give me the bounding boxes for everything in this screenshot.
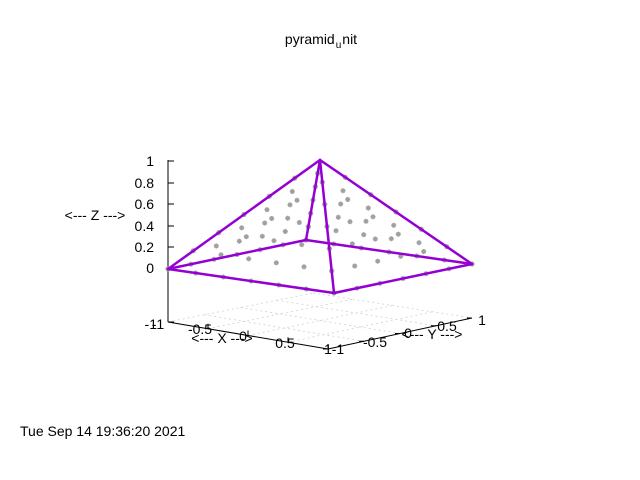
pyramid-edge-AF <box>318 158 336 295</box>
x-tick-label-3: 0 <box>239 328 247 344</box>
pyramid-edge-FR <box>332 262 474 295</box>
surface-point-73 <box>388 236 394 242</box>
z-axis <box>167 160 174 323</box>
z-tick-label-0: 0 <box>146 260 154 276</box>
surface-point-46 <box>375 258 381 264</box>
surface-point-91 <box>213 243 219 249</box>
z-tick-label-0-6: 0.6 <box>135 196 155 212</box>
timestamp: Tue Sep 14 19:36:20 2021 <box>20 423 186 439</box>
y-tick-label-1: -1 <box>332 341 345 357</box>
surface-point-68 <box>363 218 369 224</box>
pyramid-edges <box>166 158 474 295</box>
x-tick-label-2: -0.5 <box>188 321 212 337</box>
pyramid-edge-AL <box>166 158 322 271</box>
surface-point-94 <box>287 202 293 208</box>
floor-grid <box>167 292 473 350</box>
surface-point-96 <box>236 238 242 244</box>
surface-point-35 <box>370 214 376 220</box>
surface-point-63 <box>335 214 341 220</box>
y-tick-label-3: 0 <box>404 325 412 341</box>
surface-point-15 <box>273 260 279 266</box>
surface-point-103 <box>282 229 288 234</box>
surface-point-13 <box>269 216 275 221</box>
pyramid-edge-LF <box>166 267 336 295</box>
surface-point-90 <box>239 225 245 231</box>
x-axis-label: <--- X ---> <box>191 330 252 346</box>
surface-point-89 <box>264 207 270 213</box>
y-tick-label-5: 1 <box>478 312 486 328</box>
surface-point-72 <box>391 222 397 228</box>
z-tick-label-0-2: 0.2 <box>135 239 155 255</box>
surface-point-67 <box>365 205 371 211</box>
surface-point-36 <box>395 231 401 237</box>
surface-point-62 <box>338 201 344 207</box>
surface-point-19 <box>246 256 252 262</box>
y-tick-label-4: 0.5 <box>437 318 457 334</box>
pyramid-edge-BL <box>166 238 308 271</box>
x-tick-label-4: 0.5 <box>275 335 295 351</box>
x-tick-label-5: 1 <box>324 341 332 357</box>
chart-title: pyramidunit <box>285 31 357 51</box>
z-tick-label-0-4: 0.4 <box>135 218 155 234</box>
surface-point-34 <box>345 197 351 202</box>
z-tick-label-1: 1 <box>146 153 154 169</box>
z-tick-label-min: -1 <box>145 316 158 332</box>
surface-point-61 <box>340 188 346 194</box>
y-axis-label: <--- Y ---> <box>402 326 463 342</box>
surface-point-99 <box>285 215 291 221</box>
surface-point-88 <box>289 189 295 194</box>
floor-grid-line-v-2 <box>240 307 401 334</box>
surface-point-18 <box>243 234 249 240</box>
surface-point-10 <box>301 264 307 270</box>
floor-grid-line-v-4 <box>312 292 473 319</box>
surface-point-22 <box>218 252 224 258</box>
surface-point-8 <box>296 220 302 225</box>
x-tick-label-1: -1 <box>152 316 165 332</box>
pyramid-edge-AB <box>304 158 322 242</box>
z-tick-label-0-8: 0.8 <box>135 175 155 191</box>
surface-point-7 <box>294 197 300 203</box>
y-tick-label-2: -0.5 <box>363 334 387 350</box>
surface-point-37 <box>421 249 427 254</box>
surface-point-40 <box>347 219 353 225</box>
surface-point-41 <box>372 236 378 242</box>
surface-point-100 <box>259 233 265 239</box>
surface-point-49 <box>352 263 358 269</box>
floor-grid-line-v-3 <box>276 299 437 327</box>
pyramid-edge-RB <box>304 238 474 266</box>
surface-point-69 <box>361 232 367 238</box>
surface-point-64 <box>333 228 339 234</box>
pyramid-edge-AR <box>318 158 474 266</box>
surface-point-95 <box>262 220 268 226</box>
surface-point-76 <box>416 240 422 246</box>
surface-point-9 <box>299 242 305 248</box>
surface-point-14 <box>271 238 277 244</box>
z-axis-label: <--- Z ---> <box>65 207 126 223</box>
